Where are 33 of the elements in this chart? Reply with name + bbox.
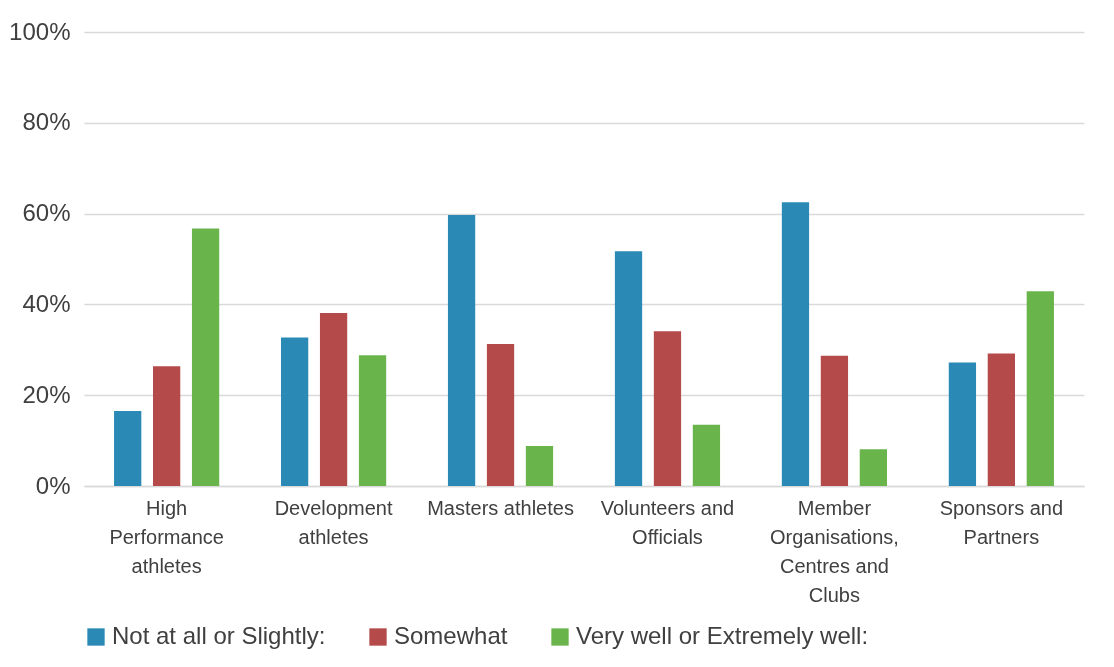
x-tick-label: Member Organisations, Centres and Clubs [769, 496, 899, 606]
legend-label: Somewhat [394, 622, 508, 649]
x-tick-label: Volunteers and Officials [600, 496, 735, 548]
bar [280, 337, 309, 486]
bar [692, 424, 721, 486]
bar [114, 411, 142, 486]
bar [358, 355, 387, 486]
bar [447, 214, 476, 486]
y-tick-label: 0% [35, 471, 71, 499]
legend-label: Not at all or Slightly: [112, 622, 326, 649]
bar [486, 343, 515, 486]
bar [781, 202, 810, 486]
y-tick-label: 100% [9, 17, 71, 45]
y-tick-label: 80% [22, 108, 71, 136]
y-tick-label: 20% [22, 380, 71, 408]
x-tick-label: Masters athletes [427, 496, 574, 519]
x-tick-label: High Performance athletes [109, 496, 224, 577]
bar [653, 331, 682, 486]
bar [153, 366, 181, 486]
bar [1026, 291, 1054, 486]
x-tick-label: Sponsors and Partners [939, 496, 1064, 548]
y-tick-label: 40% [22, 289, 71, 317]
bar [191, 228, 220, 486]
x-tick-label: Development athletes [274, 496, 393, 548]
bar [319, 313, 348, 486]
bar [948, 362, 977, 486]
bar [614, 251, 643, 486]
bar [525, 446, 554, 486]
bar [859, 449, 888, 486]
bar [987, 353, 1015, 486]
legend-label: Very well or Extremely well: [576, 622, 869, 649]
bar [820, 355, 849, 486]
y-tick-label: 60% [22, 199, 71, 227]
